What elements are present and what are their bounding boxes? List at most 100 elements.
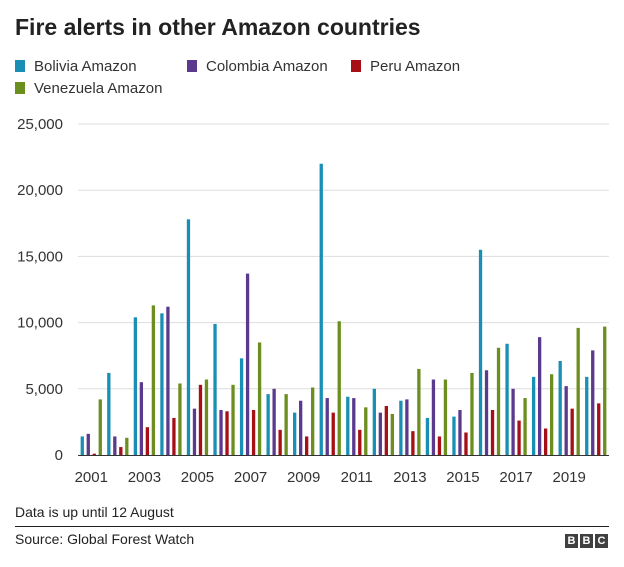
footer-divider — [15, 526, 609, 527]
x-tick-label: 2005 — [181, 469, 214, 486]
bar — [378, 412, 382, 455]
bar — [219, 409, 223, 455]
source-note: Source: Global Forest Watch — [15, 531, 195, 547]
bar — [266, 394, 270, 455]
bar — [160, 313, 164, 455]
bar — [591, 350, 595, 455]
x-axis-labels: 2001 2003 2005 2007 2009 2011 2013 2015 2017 2019 — [75, 469, 586, 486]
bar — [145, 427, 150, 455]
y-tick-label: 25,000 — [17, 116, 63, 133]
footnote: Data is up until 12 August — [15, 504, 174, 520]
x-tick-label: 2015 — [446, 469, 479, 486]
bar — [239, 358, 244, 455]
bar — [257, 342, 262, 455]
legend-swatch-colombia — [187, 60, 197, 72]
legend-label-venezuela: Venezuela Amazon — [34, 80, 163, 97]
bar — [337, 321, 341, 455]
bar — [293, 412, 297, 455]
bar — [425, 417, 430, 455]
bar — [231, 384, 235, 455]
bar — [364, 407, 368, 455]
x-tick-label: 2007 — [234, 469, 267, 486]
bar — [470, 372, 474, 455]
legend-label-peru: Peru Amazon — [370, 58, 461, 75]
bar — [576, 327, 580, 455]
bar — [225, 411, 229, 455]
bar — [80, 436, 84, 455]
bar — [284, 394, 288, 455]
bar — [272, 388, 276, 455]
bar — [372, 388, 376, 455]
bars — [80, 163, 607, 455]
bar — [531, 376, 536, 455]
bar — [484, 370, 489, 455]
bar — [523, 398, 527, 455]
y-axis-labels: 0 5,000 10,000 15,000 20,000 25,000 — [17, 116, 63, 464]
bar — [119, 447, 123, 455]
bar — [325, 398, 329, 455]
bar — [496, 347, 501, 455]
bar — [113, 436, 117, 455]
bar — [517, 420, 521, 455]
bar — [570, 408, 574, 455]
bar — [549, 374, 554, 455]
legend-item-bolivia: Bolivia Amazon — [15, 58, 137, 75]
bar — [92, 453, 96, 455]
bar — [204, 379, 209, 455]
bar — [384, 406, 388, 455]
y-tick-label: 20,000 — [17, 182, 63, 199]
bar — [186, 219, 191, 455]
bar — [213, 323, 217, 455]
bar — [151, 305, 156, 455]
chart-title: Fire alerts in other Amazon countries — [15, 14, 421, 40]
bar — [478, 249, 483, 455]
bar — [411, 431, 415, 455]
bar — [505, 343, 509, 455]
bar — [86, 433, 90, 455]
x-tick-label: 2011 — [341, 469, 373, 486]
legend-item-peru: Peru Amazon — [351, 58, 460, 75]
bar — [125, 437, 129, 455]
bar — [346, 396, 350, 455]
bar — [543, 428, 548, 455]
legend-label-colombia: Colombia Amazon — [206, 58, 328, 75]
x-tick-label: 2001 — [75, 469, 108, 486]
bar — [98, 399, 102, 455]
bar — [107, 372, 111, 455]
bar — [390, 413, 394, 455]
bar — [405, 399, 409, 455]
bar — [133, 317, 138, 455]
bar — [558, 361, 562, 455]
bar — [464, 432, 468, 455]
bar — [537, 337, 542, 455]
bar — [305, 436, 309, 455]
bar — [278, 429, 282, 455]
bar — [245, 273, 250, 455]
legend-item-colombia: Colombia Amazon — [187, 58, 328, 75]
bar — [358, 429, 362, 455]
bar — [166, 306, 170, 455]
bar — [311, 387, 315, 455]
bar — [331, 412, 335, 455]
bar — [352, 398, 356, 455]
bar — [251, 409, 256, 455]
bar — [319, 163, 323, 455]
bar — [452, 416, 456, 455]
x-tick-label: 2019 — [552, 469, 585, 486]
legend-label-bolivia: Bolivia Amazon — [34, 58, 137, 75]
bar — [585, 376, 589, 455]
y-tick-label: 0 — [55, 447, 63, 464]
bar — [198, 384, 203, 455]
x-tick-label: 2013 — [393, 469, 426, 486]
bbc-logo-letter: B — [580, 534, 593, 548]
bar — [564, 386, 568, 455]
legend-swatch-venezuela — [15, 82, 25, 94]
x-tick-label: 2017 — [499, 469, 532, 486]
bar — [597, 403, 601, 455]
bar — [172, 417, 176, 455]
bbc-logo-letter: B — [565, 534, 578, 548]
legend-swatch-bolivia — [15, 60, 25, 72]
y-tick-label: 15,000 — [17, 248, 63, 265]
